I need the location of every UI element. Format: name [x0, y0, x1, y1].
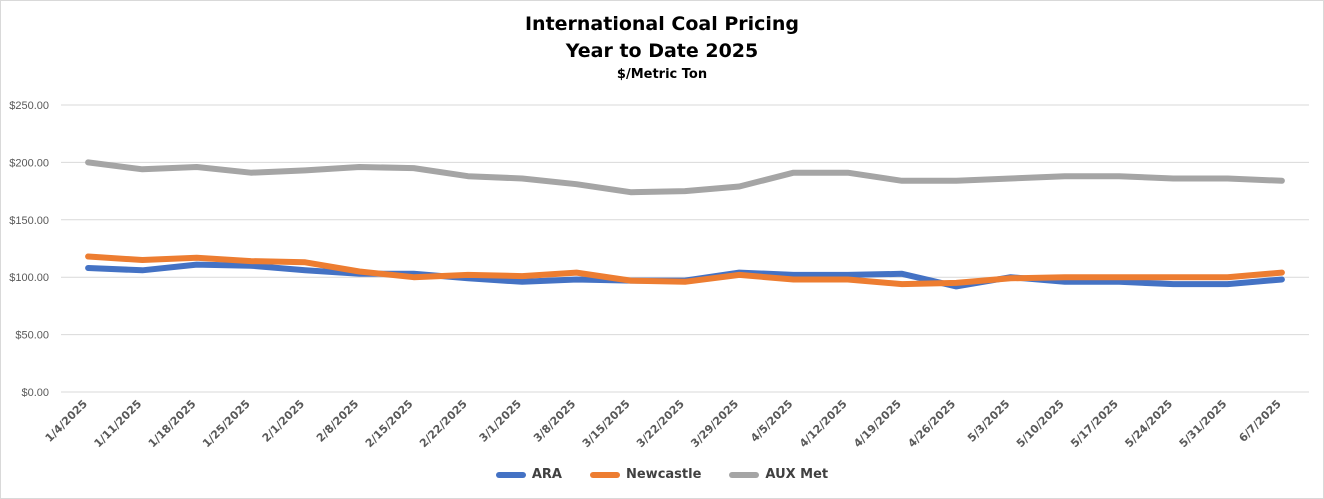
legend-label-ara: ARA — [531, 467, 562, 482]
x-tick-label: 2/1/2025 — [260, 397, 307, 444]
x-tick-label: 4/5/2025 — [748, 397, 795, 444]
x-tick-label: 3/15/2025 — [580, 397, 633, 450]
series-line-aux-met — [85, 159, 1285, 196]
legend-item-ara: ARA — [495, 467, 562, 482]
x-tick-label: 2/15/2025 — [363, 397, 416, 450]
x-tick-label: 1/25/2025 — [200, 397, 253, 450]
y-tick-label: $150.00 — [9, 215, 49, 227]
legend-swatch-aux-met — [729, 471, 760, 478]
x-tick-label: 3/29/2025 — [688, 397, 741, 450]
x-tick-label: 1/18/2025 — [146, 397, 199, 450]
chart-title-line2: Year to Date 2025 — [565, 40, 759, 62]
x-tick-label: 3/1/2025 — [477, 397, 524, 444]
legend-item-newcastle: Newcastle — [589, 467, 702, 482]
chart-title: International Coal Pricing — [524, 13, 800, 35]
x-tick-label: 2/22/2025 — [417, 397, 470, 450]
y-tick-label: $100.00 — [9, 272, 49, 284]
x-tick-label: 3/8/2025 — [531, 397, 578, 444]
chart-titles: International Coal Pricing Year to Date … — [1, 11, 1323, 85]
legend-swatch-ara — [495, 471, 526, 478]
x-tick-label: 2/8/2025 — [314, 397, 361, 444]
x-tick-label: 1/4/2025 — [43, 397, 90, 444]
chart-legend: ARA Newcastle AUX Met — [1, 467, 1323, 482]
x-tick-label: 4/12/2025 — [797, 397, 850, 450]
legend-label-newcastle: Newcastle — [625, 467, 702, 482]
series-line-newcastle — [85, 253, 1285, 288]
chart-subtitle: $/Metric Ton — [616, 67, 708, 82]
x-tick-label: 5/24/2025 — [1122, 397, 1175, 450]
x-tick-label: 6/7/2025 — [1236, 397, 1283, 444]
y-tick-label: $50.00 — [15, 330, 49, 342]
y-tick-label: $250.00 — [9, 100, 49, 112]
y-tick-label: $0.00 — [21, 387, 49, 399]
legend-label-aux-met: AUX Met — [765, 467, 829, 482]
x-tick-label: 5/17/2025 — [1068, 397, 1121, 450]
x-tick-label: 1/11/2025 — [92, 397, 145, 450]
x-tick-label: 5/3/2025 — [965, 397, 1012, 444]
legend-swatch-newcastle — [589, 471, 620, 478]
x-tick-label: 5/31/2025 — [1177, 397, 1230, 450]
x-tick-label: 5/10/2025 — [1014, 397, 1067, 450]
x-tick-label: 4/26/2025 — [905, 397, 958, 450]
y-tick-label: $200.00 — [9, 157, 49, 169]
x-tick-label: 4/19/2025 — [851, 397, 904, 450]
x-tick-label: 3/22/2025 — [634, 397, 687, 450]
legend-item-aux-met: AUX Met — [729, 467, 828, 482]
